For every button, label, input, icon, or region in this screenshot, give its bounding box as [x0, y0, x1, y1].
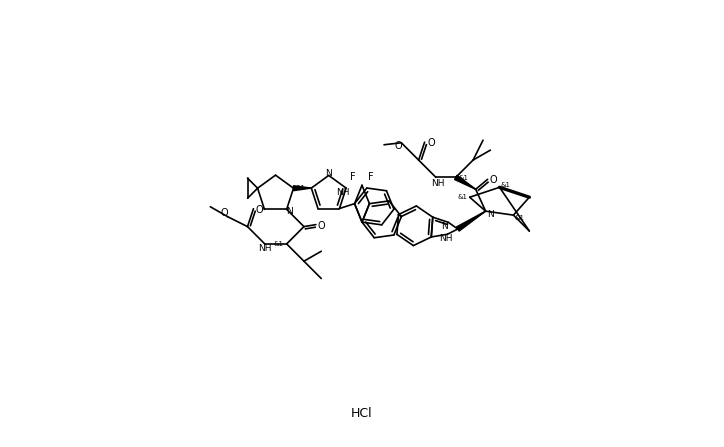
Text: NH: NH: [439, 234, 452, 243]
Text: NH: NH: [258, 245, 272, 253]
Text: &1: &1: [458, 194, 468, 200]
Text: F: F: [368, 172, 374, 182]
Text: &1: &1: [514, 215, 524, 221]
Text: &1: &1: [459, 175, 468, 181]
Polygon shape: [456, 211, 486, 231]
Text: O: O: [221, 208, 229, 218]
Text: O: O: [428, 138, 435, 148]
Text: O: O: [317, 221, 324, 231]
Text: NH: NH: [432, 179, 445, 188]
Text: O: O: [489, 175, 497, 186]
Text: HCl: HCl: [351, 407, 373, 420]
Text: N: N: [325, 169, 332, 178]
Polygon shape: [455, 175, 476, 189]
Text: N: N: [487, 210, 494, 219]
Text: &1: &1: [500, 182, 510, 188]
Text: &1: &1: [295, 185, 306, 191]
Text: O: O: [395, 141, 402, 151]
Text: N: N: [286, 207, 293, 216]
Polygon shape: [293, 186, 311, 191]
Text: &1: &1: [274, 241, 284, 247]
Text: F: F: [350, 172, 356, 182]
Text: O: O: [256, 205, 264, 215]
Text: NH: NH: [337, 188, 350, 197]
Text: N: N: [441, 222, 447, 231]
